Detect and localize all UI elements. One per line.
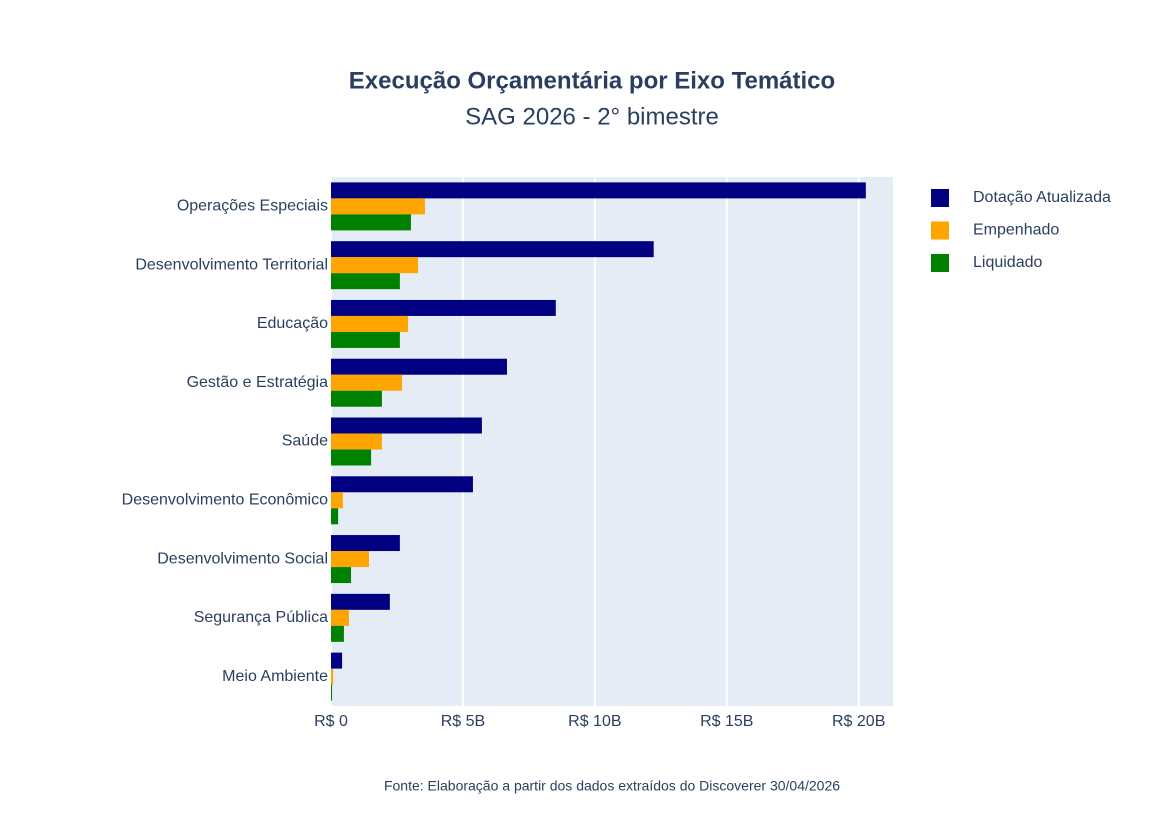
legend-label: Liquidado	[973, 254, 1043, 271]
bar	[331, 535, 400, 552]
legend-label: Empenhado	[973, 222, 1059, 239]
legend-swatch	[931, 254, 949, 272]
bar	[331, 433, 382, 450]
legend-swatch	[931, 221, 949, 240]
y-tick-label: Saúde	[282, 433, 328, 450]
bar	[331, 567, 352, 584]
bar	[331, 315, 409, 332]
bar	[331, 625, 344, 642]
bar	[331, 198, 425, 215]
bar	[331, 668, 334, 685]
bar	[331, 508, 339, 525]
bar	[331, 652, 343, 669]
chart-subtitle: SAG 2026 - 2° bimestre	[465, 103, 719, 130]
bar	[331, 593, 390, 610]
bar	[331, 390, 382, 407]
y-tick-label: Operações Especiais	[177, 198, 328, 215]
chart-title: Execução Orçamentária por Eixo Temático	[349, 67, 835, 94]
bar	[331, 273, 400, 290]
bar	[331, 374, 402, 391]
bar	[331, 257, 419, 274]
bar	[331, 609, 349, 626]
bar	[331, 331, 400, 348]
y-tick-label: Segurança Pública	[194, 609, 328, 626]
y-tick-label: Meio Ambiente	[222, 668, 328, 685]
bar	[331, 241, 654, 258]
bar	[331, 417, 482, 434]
y-tick-label: Desenvolvimento Territorial	[135, 256, 328, 273]
x-tick-label: R$ 10B	[568, 713, 621, 730]
bar	[331, 358, 507, 375]
bar	[331, 492, 343, 509]
y-tick-label: Desenvolvimento Econômico	[122, 491, 328, 508]
y-tick-label: Gestão e Estratégia	[187, 374, 329, 391]
bar	[331, 299, 556, 316]
bar	[331, 476, 473, 493]
bar	[331, 684, 333, 701]
x-tick-label: R$ 20B	[832, 713, 885, 730]
legend-label: Dotação Atualizada	[973, 189, 1111, 206]
legend-swatch	[931, 189, 949, 207]
y-tick-label: Educação	[257, 315, 328, 332]
x-tick-label: R$ 0	[314, 713, 348, 730]
bar	[331, 449, 372, 466]
bar	[331, 214, 411, 231]
bar	[331, 182, 866, 199]
x-tick-label: R$ 5B	[441, 713, 485, 730]
x-tick-label: R$ 15B	[700, 713, 753, 730]
y-tick-label: Desenvolvimento Social	[157, 550, 328, 567]
source-note: Fonte: Elaboração a partir dos dados ext…	[384, 778, 840, 794]
bar	[331, 551, 369, 568]
plot-area	[331, 177, 893, 706]
